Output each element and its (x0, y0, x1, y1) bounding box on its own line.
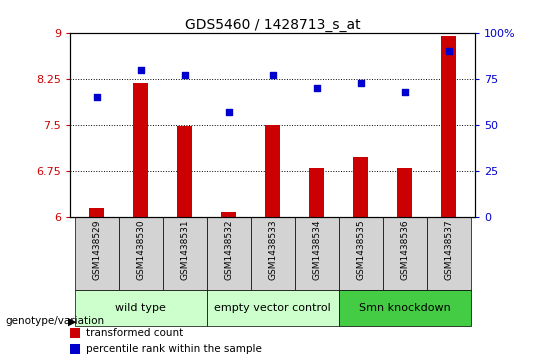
Text: wild type: wild type (115, 303, 166, 313)
Point (444, 48, 453, 54)
Text: GSM1438535: GSM1438535 (356, 220, 365, 280)
Bar (177, 126, 192, 217)
Bar (265, 125, 280, 217)
Bar (309, 168, 325, 217)
Point (180, 72, 189, 78)
Bar (70, 344, 80, 354)
Bar (295, 217, 339, 290)
Point (401, 89, 409, 95)
Bar (75, 217, 119, 290)
Bar (427, 217, 471, 290)
Text: GSM1438532: GSM1438532 (224, 220, 233, 280)
Text: GSM1438533: GSM1438533 (268, 220, 277, 280)
Bar (89, 208, 104, 217)
Point (224, 109, 233, 115)
Text: GSM1438529: GSM1438529 (92, 220, 101, 280)
Point (313, 85, 321, 91)
Bar (251, 217, 295, 290)
Text: genotype/variation: genotype/variation (5, 316, 105, 326)
Text: Smn knockdown: Smn knockdown (359, 303, 451, 313)
Text: ▶: ▶ (68, 316, 76, 326)
Bar (383, 217, 427, 290)
Point (136, 67, 145, 73)
Bar (339, 290, 471, 326)
Title: GDS5460 / 1428713_s_at: GDS5460 / 1428713_s_at (185, 18, 361, 32)
Bar (75, 290, 207, 326)
Bar (207, 217, 251, 290)
Bar (70, 327, 80, 338)
Text: GSM1438536: GSM1438536 (400, 220, 409, 280)
Text: GSM1438531: GSM1438531 (180, 220, 189, 280)
Text: percentile rank within the sample: percentile rank within the sample (86, 344, 262, 354)
Bar (207, 290, 339, 326)
Point (268, 72, 277, 78)
Bar (163, 217, 207, 290)
Point (356, 79, 365, 85)
Bar (339, 217, 383, 290)
Bar (441, 36, 456, 217)
Text: GSM1438534: GSM1438534 (312, 220, 321, 280)
Point (92, 94, 101, 100)
Bar (353, 157, 368, 217)
Text: empty vector control: empty vector control (214, 303, 331, 313)
Bar (221, 212, 237, 217)
Text: transformed count: transformed count (86, 327, 184, 338)
Text: GSM1438537: GSM1438537 (444, 220, 453, 280)
Text: GSM1438530: GSM1438530 (136, 220, 145, 280)
Bar (397, 168, 413, 217)
Bar (119, 217, 163, 290)
Bar (133, 83, 149, 217)
